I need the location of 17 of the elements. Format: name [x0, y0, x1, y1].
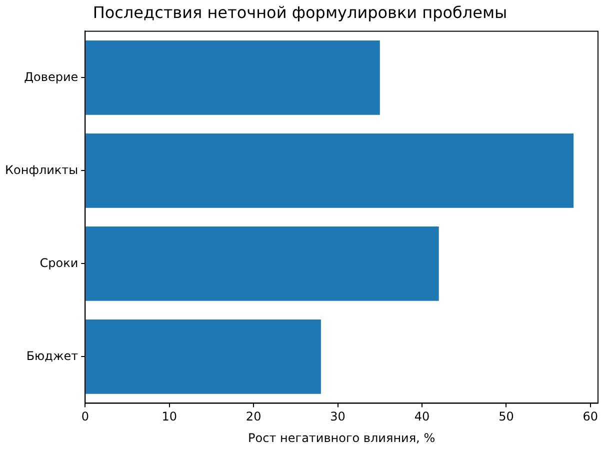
x-tick-label: 0	[81, 410, 89, 424]
x-tick-label: 10	[162, 410, 177, 424]
y-tick-label: Доверие	[24, 70, 78, 84]
bar	[86, 226, 439, 301]
x-tick-label: 30	[330, 410, 346, 424]
bar	[86, 134, 574, 208]
x-tick-label: 20	[246, 410, 262, 424]
bar	[86, 40, 380, 115]
y-tick-label: Сроки	[40, 256, 78, 270]
chart-title: Последствия неточной формулировки проблемы	[92, 2, 508, 22]
bar	[86, 320, 321, 394]
y-tick-label: Конфликты	[4, 162, 78, 177]
x-axis-title: Рост негативного влияния, %	[248, 430, 436, 445]
y-tick-label: Бюджет	[26, 348, 78, 363]
x-tick-label: 50	[498, 410, 514, 424]
x-tick-label: 60	[582, 410, 598, 424]
x-tick-label: 40	[414, 410, 430, 424]
